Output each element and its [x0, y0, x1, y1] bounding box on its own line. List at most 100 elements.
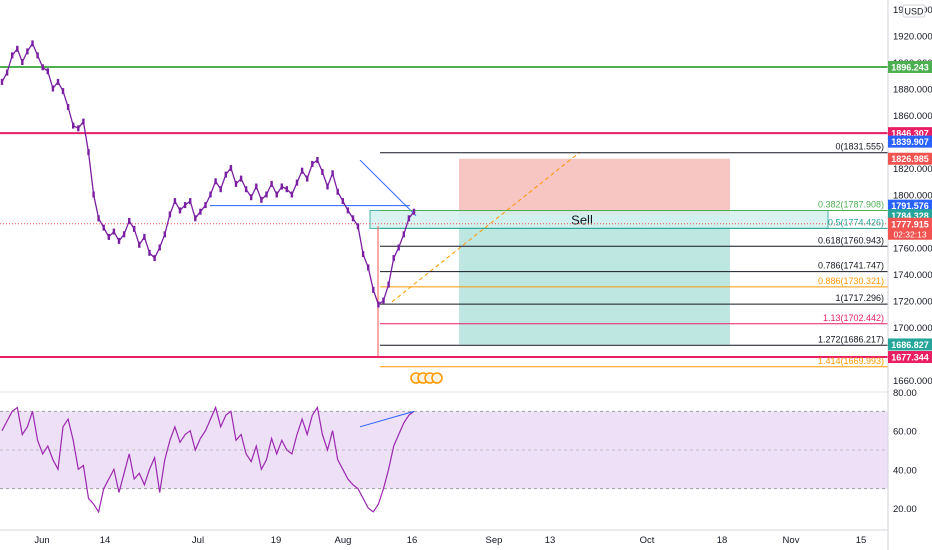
levels-layer — [0, 65, 888, 359]
price-badge — [888, 60, 932, 73]
rsi-layer — [0, 405, 888, 514]
price-badge — [888, 338, 932, 351]
price-candle — [0, 78, 4, 85]
price-candle — [214, 178, 217, 185]
price-badge — [888, 127, 932, 140]
price-badge-label: 1839.907 — [891, 137, 929, 147]
price-candle — [234, 180, 238, 187]
time-tick-label: Sep — [486, 535, 503, 546]
price-candle — [112, 228, 116, 235]
price-candle — [143, 233, 146, 240]
price-candle — [66, 104, 70, 110]
price-candle — [270, 180, 273, 187]
price-candle — [300, 167, 304, 174]
fib-level-label: 1.13(1702.442) — [823, 313, 884, 323]
price-candle — [26, 48, 29, 55]
price-badge — [888, 135, 932, 148]
price-candle — [392, 255, 395, 262]
price-candle — [321, 169, 324, 175]
price-badge-label: 1784.328 — [891, 211, 929, 221]
time-tick-label: 16 — [407, 535, 418, 546]
time-tick-label: 15 — [856, 535, 867, 546]
price-candle — [72, 122, 75, 129]
time-tick-label: 13 — [545, 535, 556, 546]
price-candle — [367, 264, 370, 271]
price-candle — [138, 241, 141, 248]
price-candle — [122, 231, 126, 238]
price-candle — [275, 191, 278, 198]
price-badge-label: 1826.985 — [891, 154, 929, 164]
rsi-series-line — [1, 405, 415, 514]
price-badge-countdown: 02:32:13 — [893, 229, 926, 239]
price-badge — [888, 217, 932, 240]
price-candle — [204, 202, 207, 209]
price-candle — [306, 175, 309, 182]
time-tick-label: 18 — [717, 535, 728, 546]
price-candle — [407, 215, 411, 222]
price-candle — [16, 45, 19, 52]
price-candle — [36, 52, 39, 59]
trendline-price — [359, 159, 417, 217]
sell-label: Sell — [571, 212, 593, 227]
price-candle — [117, 237, 121, 244]
price-candle — [265, 191, 268, 198]
price-candle — [356, 223, 360, 230]
price-candle — [128, 218, 131, 224]
price-candle — [387, 281, 390, 288]
price-candle — [194, 215, 197, 222]
price-tick-label: 1920.000 — [893, 32, 932, 43]
time-tick-label: Oct — [640, 535, 655, 546]
price-badge — [888, 152, 932, 165]
price-candle — [351, 215, 355, 222]
price-badge-label: 1791.576 — [891, 201, 929, 211]
price-candle — [77, 125, 80, 132]
price-candle — [148, 249, 151, 256]
price-candle — [280, 183, 283, 190]
fib-layer: 0(1831.555) 0.382(1787.908) 0.5(1774.426) 0… — [380, 142, 888, 368]
price-candle — [61, 88, 65, 95]
stop-loss-zone — [459, 158, 730, 216]
price-badge-label: 1777.915 — [891, 219, 929, 229]
fib-level-label: 0.886(1730.321) — [818, 276, 884, 286]
price-badge-label: 1677.344 — [891, 353, 929, 363]
price-candle — [189, 198, 192, 205]
time-tick-label: Aug — [335, 535, 352, 546]
price-candle — [92, 191, 95, 198]
currency-box — [902, 4, 926, 18]
price-candle — [46, 68, 49, 75]
price-candle — [372, 286, 375, 293]
price-candle — [255, 183, 258, 190]
price-candle — [331, 170, 334, 177]
price-badge — [888, 351, 932, 364]
price-candle — [158, 244, 161, 251]
price-candle — [377, 301, 380, 308]
fib-level-label: 0(1831.555) — [835, 142, 884, 152]
price-candle — [260, 196, 263, 203]
fib-level-label: 1.272(1686.217) — [818, 334, 884, 344]
time-tick-label: 14 — [100, 535, 111, 546]
rsi-tick-label: 40.00 — [893, 465, 917, 476]
price-layer — [0, 40, 443, 384]
price-candle — [102, 224, 105, 231]
price-candle — [183, 202, 187, 209]
price-candle — [97, 215, 100, 222]
price-candle — [397, 244, 400, 251]
fib-level-label: 0.786(1741.747) — [818, 261, 884, 271]
price-candle — [290, 191, 294, 198]
price-candle — [168, 211, 172, 218]
price-candle — [346, 207, 350, 214]
price-candle — [178, 207, 182, 214]
price-candle — [361, 251, 365, 258]
zones-layer: Sell — [369, 158, 829, 345]
price-candle — [224, 171, 227, 178]
time-tick-label: Jun — [34, 535, 49, 546]
price-candle — [244, 186, 248, 193]
price-candle — [51, 85, 55, 92]
price-candle — [173, 198, 177, 205]
fib-level-label: 1(1717.296) — [835, 293, 884, 303]
price-candle — [341, 198, 344, 205]
price-candle — [336, 188, 339, 195]
price-tick-label: 1760.000 — [893, 244, 932, 255]
